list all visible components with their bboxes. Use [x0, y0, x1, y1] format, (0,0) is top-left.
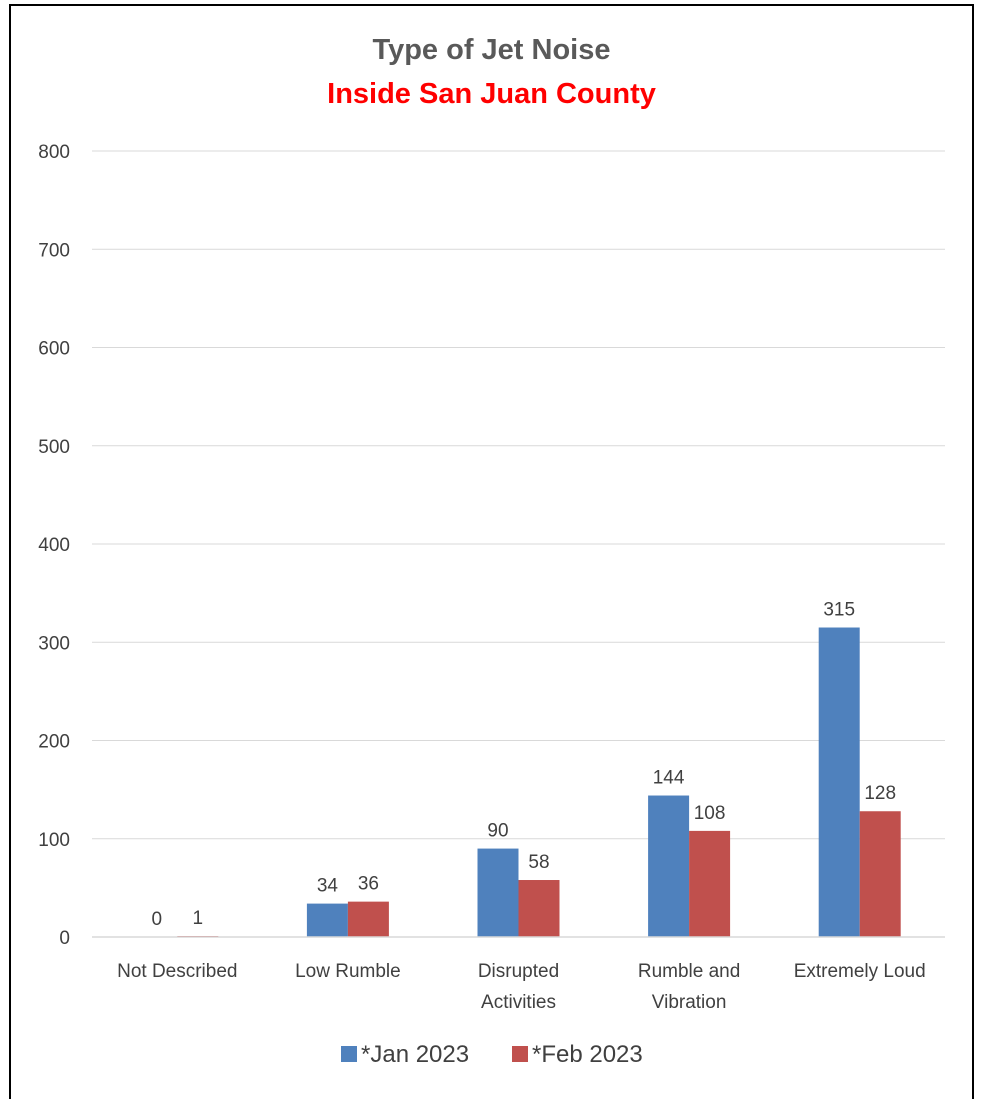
y-tick-label: 200: [38, 732, 70, 753]
y-tick-label: 800: [38, 142, 70, 163]
chart-frame: [9, 4, 974, 1099]
x-tick-label: Vibration: [652, 992, 727, 1013]
data-label: 144: [653, 768, 685, 789]
bar: [477, 848, 519, 937]
bar: [347, 901, 389, 937]
data-label: 315: [823, 600, 855, 621]
bar: [689, 830, 731, 937]
chart-title: Type of Jet Noise: [372, 34, 611, 66]
bar: [818, 627, 860, 937]
y-tick-label: 700: [38, 240, 70, 261]
data-label: 108: [694, 803, 726, 824]
y-tick-label: 500: [38, 437, 70, 458]
y-tick-label: 0: [59, 928, 70, 949]
x-tick-label: Disrupted: [478, 961, 559, 982]
x-tick-label: Not Described: [117, 961, 237, 982]
bar: [859, 811, 901, 937]
bar: [306, 903, 348, 937]
bar: [518, 880, 560, 937]
data-label: 58: [528, 852, 549, 873]
legend-swatch: [341, 1046, 357, 1062]
y-tick-label: 300: [38, 633, 70, 654]
data-label: 36: [358, 874, 379, 895]
x-tick-label: Activities: [481, 992, 556, 1013]
y-tick-label: 400: [38, 535, 70, 556]
data-label: 128: [864, 783, 896, 804]
legend-swatch: [512, 1046, 528, 1062]
x-tick-label: Low Rumble: [295, 961, 401, 982]
y-tick-label: 100: [38, 830, 70, 851]
x-tick-label: Rumble and: [638, 961, 740, 982]
data-label: 90: [487, 821, 508, 842]
legend-label: *Feb 2023: [532, 1041, 643, 1068]
data-label: 1: [193, 908, 204, 929]
data-label: 0: [152, 909, 163, 930]
bar: [648, 795, 690, 937]
chart-subtitle: Inside San Juan County: [327, 78, 656, 110]
legend-label: *Jan 2023: [361, 1041, 469, 1068]
data-label: 34: [317, 876, 339, 897]
x-tick-label: Extremely Loud: [794, 961, 926, 982]
y-tick-label: 600: [38, 339, 70, 360]
